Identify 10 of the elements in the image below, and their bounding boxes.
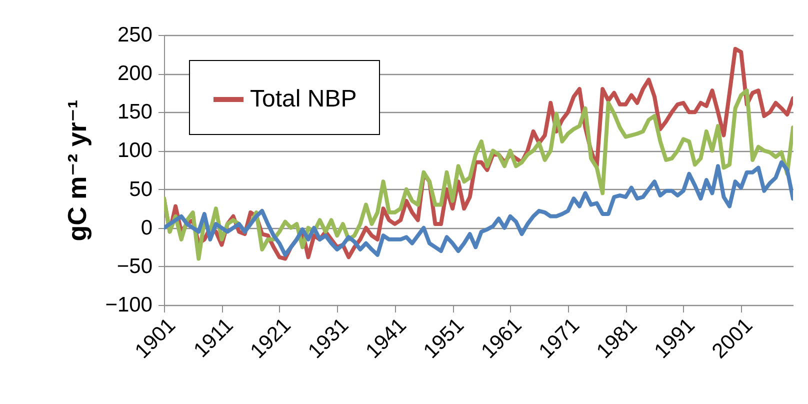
legend-label: Total NBP xyxy=(250,86,357,112)
y-tick-label: −100 xyxy=(105,294,152,316)
y-tick-label: 150 xyxy=(117,100,152,124)
y-tick-label: 100 xyxy=(117,139,152,162)
y-tick-label: 50 xyxy=(129,178,152,201)
y-tick-label: 250 xyxy=(117,24,152,46)
y-tick-label: −50 xyxy=(116,254,152,278)
y-tick-label: 0 xyxy=(140,216,152,240)
y-tick-label: 200 xyxy=(117,62,152,86)
y-axis-title: gC m⁻² yr⁻¹ xyxy=(62,100,92,242)
